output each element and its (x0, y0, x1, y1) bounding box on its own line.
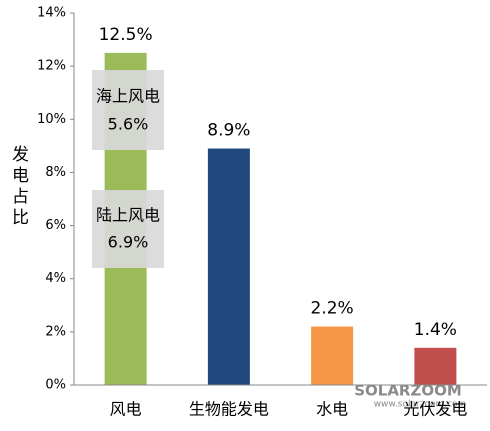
y-axis-title-text: 发电占比 (8, 145, 29, 229)
y-tick-label: 8% (45, 165, 66, 180)
watermark-brand: SOLARZOOM (354, 382, 462, 400)
annotation-box (92, 190, 164, 268)
y-tick-label: 14% (37, 6, 66, 21)
y-tick-label: 2% (45, 324, 66, 339)
bar (207, 148, 250, 385)
x-tick-label: 风电 (110, 400, 142, 419)
value-label: 12.5% (99, 25, 153, 45)
x-tick-label: 生物能发电 (189, 400, 269, 419)
annotation-title: 海上风电 (96, 87, 160, 106)
y-tick-label: 12% (37, 59, 66, 74)
annotation-label: 5.6% (108, 115, 149, 134)
y-tick-label: 6% (45, 218, 66, 233)
x-tick-label: 水电 (316, 400, 348, 419)
annotation-box (92, 70, 164, 150)
y-tick-label: 4% (45, 271, 66, 286)
x-tick-label: 光伏发电 (403, 400, 467, 419)
y-tick-label: 0% (45, 378, 66, 393)
value-label: 2.2% (311, 299, 354, 319)
bar (311, 326, 354, 385)
y-axis-title: 发电占比 (8, 145, 29, 229)
value-label: 1.4% (414, 320, 457, 340)
bar (414, 347, 457, 385)
y-tick-label: 10% (37, 112, 66, 127)
watermark-url: www.solarzoom.com (374, 400, 467, 410)
value-label: 8.9% (207, 121, 250, 141)
annotation-title: 陆上风电 (96, 206, 160, 225)
annotation-label: 6.9% (108, 233, 149, 252)
